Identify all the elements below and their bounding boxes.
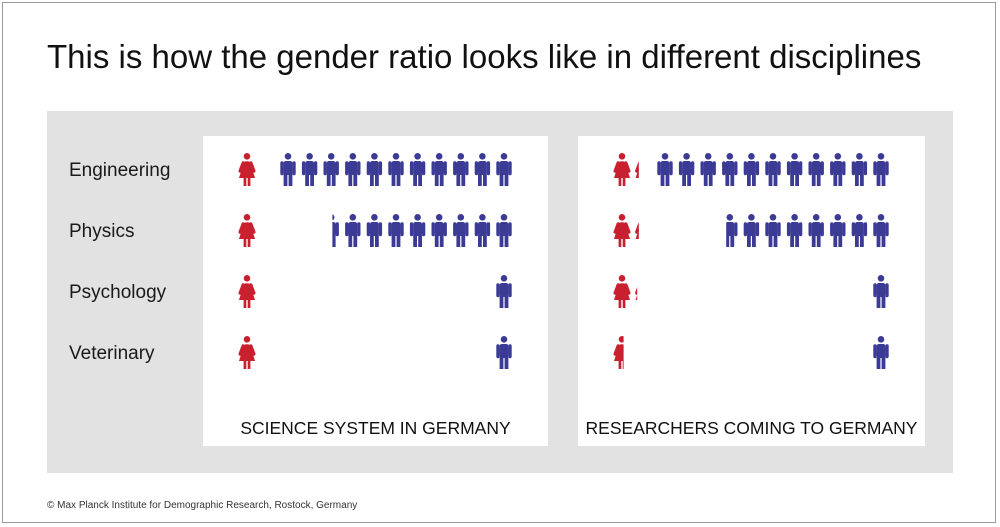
- male-icon-engineering-4: [808, 153, 824, 186]
- male-icon-veterinary-1: [873, 336, 889, 369]
- category-label-engineering: Engineering: [69, 160, 171, 181]
- panel-label-science-system: SCIENCE SYSTEM IN GERMANY: [240, 418, 511, 438]
- male-icon-engineering-3: [453, 153, 469, 186]
- copyright-notice: © Max Planck Institute for Demographic R…: [47, 500, 358, 511]
- male-icon-psychology-1: [496, 275, 512, 308]
- panel-label-researchers-coming: RESEARCHERS COMING TO GERMANY: [585, 418, 918, 438]
- pictogram-researchers-coming: [613, 153, 889, 369]
- female-icon-engineering-partial: [635, 161, 639, 178]
- category-label-psychology: Psychology: [69, 282, 167, 303]
- male-icon-engineering-5: [786, 153, 803, 186]
- male-icon-physics-3: [830, 214, 846, 247]
- male-icon-physics-4: [808, 214, 824, 247]
- male-icon-veterinary-1: [496, 336, 512, 369]
- female-icon-psychology-partial: [635, 287, 638, 300]
- female-icon-physics-partial: [635, 222, 639, 239]
- panel-researchers-coming: RESEARCHERS COMING TO GERMANY: [578, 136, 925, 446]
- female-icon-physics-1: [613, 214, 631, 247]
- male-icon-engineering-2: [474, 153, 491, 186]
- male-icon-engineering-7: [366, 153, 383, 186]
- chart-title: This is how the gender ratio looks like …: [47, 38, 922, 75]
- male-icon-physics-1: [496, 214, 512, 247]
- male-icon-physics-partial: [332, 214, 339, 247]
- male-icon-engineering-8: [722, 153, 738, 186]
- male-icon-physics-6: [765, 214, 781, 247]
- female-icon-veterinary-partial: [613, 336, 624, 369]
- male-icon-engineering-1: [873, 153, 889, 186]
- male-icon-engineering-6: [388, 153, 404, 186]
- male-icon-engineering-8: [345, 153, 361, 186]
- male-icon-engineering-6: [765, 153, 781, 186]
- male-icon-psychology-1: [873, 275, 889, 308]
- male-icon-engineering-2: [851, 153, 868, 186]
- male-icon-engineering-9: [323, 153, 339, 186]
- male-icon-physics-5: [786, 214, 803, 247]
- male-icon-physics-7: [743, 214, 760, 247]
- female-icon-psychology-1: [613, 275, 631, 308]
- female-icon-psychology-1: [238, 275, 256, 308]
- male-icon-engineering-7: [743, 153, 760, 186]
- pictogram-science-system: [238, 153, 512, 369]
- male-icon-physics-3: [453, 214, 469, 247]
- male-icon-engineering-3: [830, 153, 846, 186]
- male-icon-engineering-11: [657, 153, 673, 186]
- female-icon-engineering-1: [238, 153, 256, 186]
- female-icon-physics-1: [238, 214, 256, 247]
- male-icon-physics-2: [474, 214, 491, 247]
- male-icon-engineering-1: [496, 153, 512, 186]
- male-icon-physics-7: [366, 214, 383, 247]
- male-icon-engineering-9: [700, 153, 716, 186]
- category-label-veterinary: Veterinary: [69, 343, 155, 364]
- male-icon-engineering-11: [280, 153, 296, 186]
- male-icon-physics-1: [873, 214, 889, 247]
- male-icon-engineering-5: [409, 153, 426, 186]
- male-icon-physics-6: [388, 214, 404, 247]
- male-icon-physics-8: [345, 214, 361, 247]
- male-icon-engineering-10: [678, 153, 695, 186]
- female-icon-veterinary-1: [238, 336, 256, 369]
- panel-science-system: SCIENCE SYSTEM IN GERMANY: [203, 136, 548, 446]
- male-icon-physics-2: [851, 214, 868, 247]
- male-icon-physics-5: [409, 214, 426, 247]
- female-icon-engineering-1: [613, 153, 631, 186]
- male-icon-physics-partial: [726, 214, 738, 247]
- category-label-physics: Physics: [69, 221, 135, 242]
- male-icon-engineering-10: [301, 153, 318, 186]
- male-icon-physics-4: [431, 214, 447, 247]
- male-icon-engineering-4: [431, 153, 447, 186]
